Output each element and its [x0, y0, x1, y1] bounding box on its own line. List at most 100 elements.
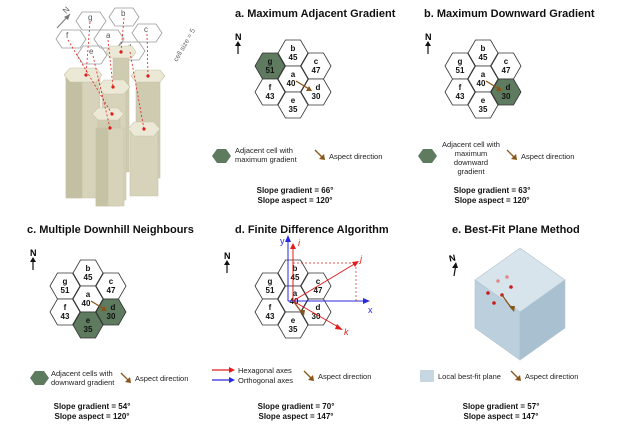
orthogonal-axes [285, 235, 370, 304]
svg-text:a: a [291, 70, 296, 79]
svg-text:b: b [86, 264, 91, 273]
panel-c-title: c. Multiple Downhill Neighbours [27, 224, 194, 236]
svg-text:45: 45 [84, 273, 93, 282]
centroid-drop-lines [67, 17, 149, 130]
legend-plane-swatch [420, 370, 434, 382]
svg-text:e: e [481, 96, 486, 105]
svg-text:40: 40 [82, 299, 91, 308]
legend-cell-label: Adjacent cell with maximum downward grad… [442, 140, 500, 176]
aspect-arrow [293, 301, 305, 316]
svg-text:d: d [111, 303, 116, 312]
aspect-arrow [90, 300, 107, 311]
legend-orth-axes-label: Orthogonal axes [238, 376, 294, 385]
svg-text:51: 51 [456, 66, 465, 75]
svg-text:e: e [89, 47, 94, 56]
svg-text:45: 45 [289, 53, 298, 62]
svg-text:N: N [448, 253, 456, 264]
svg-text:c: c [109, 277, 114, 286]
svg-text:e: e [291, 316, 296, 325]
panel-e-stats: Slope gradient = 57° Slope aspect = 147° [446, 402, 556, 422]
aspect-arrow [295, 80, 312, 91]
top-hex-outline-grid [55, 7, 163, 65]
axis-x-label: x [368, 305, 373, 315]
svg-text:a: a [106, 31, 111, 40]
legend-axes-icons [212, 367, 235, 383]
axis-j-label: j [359, 254, 363, 264]
hexagonal-axes [290, 243, 359, 330]
svg-text:47: 47 [312, 66, 321, 75]
slope-aspect: Slope aspect = 120° [257, 196, 333, 205]
panel-c-stats: Slope gradient = 54° Slope aspect = 120° [37, 402, 147, 422]
svg-text:f: f [269, 83, 272, 92]
svg-text:35: 35 [289, 325, 298, 334]
svg-text:35: 35 [479, 105, 488, 114]
panel-a-title: a. Maximum Adjacent Gradient [235, 8, 396, 20]
north-arrow: N [235, 32, 242, 54]
legend-arrow-icon [510, 370, 521, 381]
svg-text:g: g [268, 57, 273, 66]
svg-text:40: 40 [477, 79, 486, 88]
slope-gradient: Slope gradient = 63° [453, 186, 531, 195]
panel-c-hex-grid: N b45 g51 c47 a40 f43 d30 e35 [30, 248, 127, 339]
north-arrow: N [448, 253, 458, 277]
svg-text:51: 51 [266, 66, 275, 75]
legend-cell-swatch [30, 371, 49, 385]
panel-b-hex-grid: N b45 g51 c47 a40 f43 d30 e35 [425, 32, 522, 119]
iso-north-arrow: N [56, 5, 72, 29]
north-arrow: N [224, 251, 231, 273]
svg-text:a: a [481, 70, 486, 79]
svg-text:51: 51 [61, 286, 70, 295]
svg-text:45: 45 [291, 273, 300, 282]
cell-size-label: cell size = 5 [173, 28, 197, 63]
centroid-dots [84, 50, 150, 131]
legend-arrow-label: Aspect direction [521, 152, 575, 161]
svg-text:c: c [316, 277, 321, 286]
panel-d-hex-grid: N b45 g51 c47 a40 f43 d30 e35 y x [224, 235, 373, 339]
svg-text:43: 43 [61, 312, 70, 321]
svg-text:35: 35 [84, 325, 93, 334]
legend-arrow-label: Aspect direction [329, 152, 383, 161]
svg-text:b: b [481, 44, 486, 53]
axis-k-label: k [344, 327, 349, 337]
svg-text:g: g [458, 57, 463, 66]
aspect-arrow [501, 294, 515, 312]
panel-a-stats: Slope gradient = 66° Slope aspect = 120° [240, 186, 350, 206]
svg-text:N: N [425, 32, 432, 42]
north-arrow: N [30, 248, 37, 270]
legend-arrow-icon [506, 149, 517, 160]
svg-text:N: N [30, 248, 37, 258]
svg-text:g: g [88, 13, 92, 22]
top-hex-letters: g b f a c e d [66, 9, 148, 56]
svg-text:47: 47 [107, 286, 116, 295]
svg-text:30: 30 [107, 312, 116, 321]
svg-text:51: 51 [266, 286, 275, 295]
svg-text:b: b [121, 9, 126, 18]
slope-gradient: Slope gradient = 57° [462, 402, 540, 411]
slope-gradient: Slope gradient = 66° [256, 186, 334, 195]
legend-arrow-label: Aspect direction [525, 372, 579, 381]
svg-text:c: c [504, 57, 509, 66]
slope-gradient: Slope gradient = 54° [53, 402, 131, 411]
svg-text:43: 43 [266, 312, 275, 321]
panel-a-hex-grid: N b45 g51 c47 a40 f43 d30 e35 [235, 32, 332, 119]
legend-hex-axes-label: Hexagonal axes [238, 366, 292, 375]
svg-text:35: 35 [289, 105, 298, 114]
svg-text:N: N [61, 5, 72, 16]
svg-text:a: a [293, 289, 298, 298]
legend-cell-label: Adjacent cell with maximum gradient [235, 146, 297, 164]
svg-text:b: b [291, 44, 296, 53]
axis-y-label: y [280, 236, 285, 246]
svg-text:d: d [316, 83, 321, 92]
svg-text:d: d [506, 83, 511, 92]
svg-text:30: 30 [312, 312, 321, 321]
svg-text:45: 45 [479, 53, 488, 62]
panel-b-title: b. Maximum Downward Gradient [424, 8, 595, 20]
legend-cell-label: Adjacent cells with downward gradient [51, 369, 115, 387]
svg-text:40: 40 [287, 79, 296, 88]
panel-d-title: d. Finite Difference Algorithm [235, 224, 389, 236]
legend-plane-label: Local best-fit plane [438, 372, 501, 381]
legend-arrow-icon [314, 149, 325, 160]
svg-text:e: e [291, 96, 296, 105]
legend-arrow-icon [120, 372, 131, 383]
svg-text:N: N [235, 32, 242, 42]
